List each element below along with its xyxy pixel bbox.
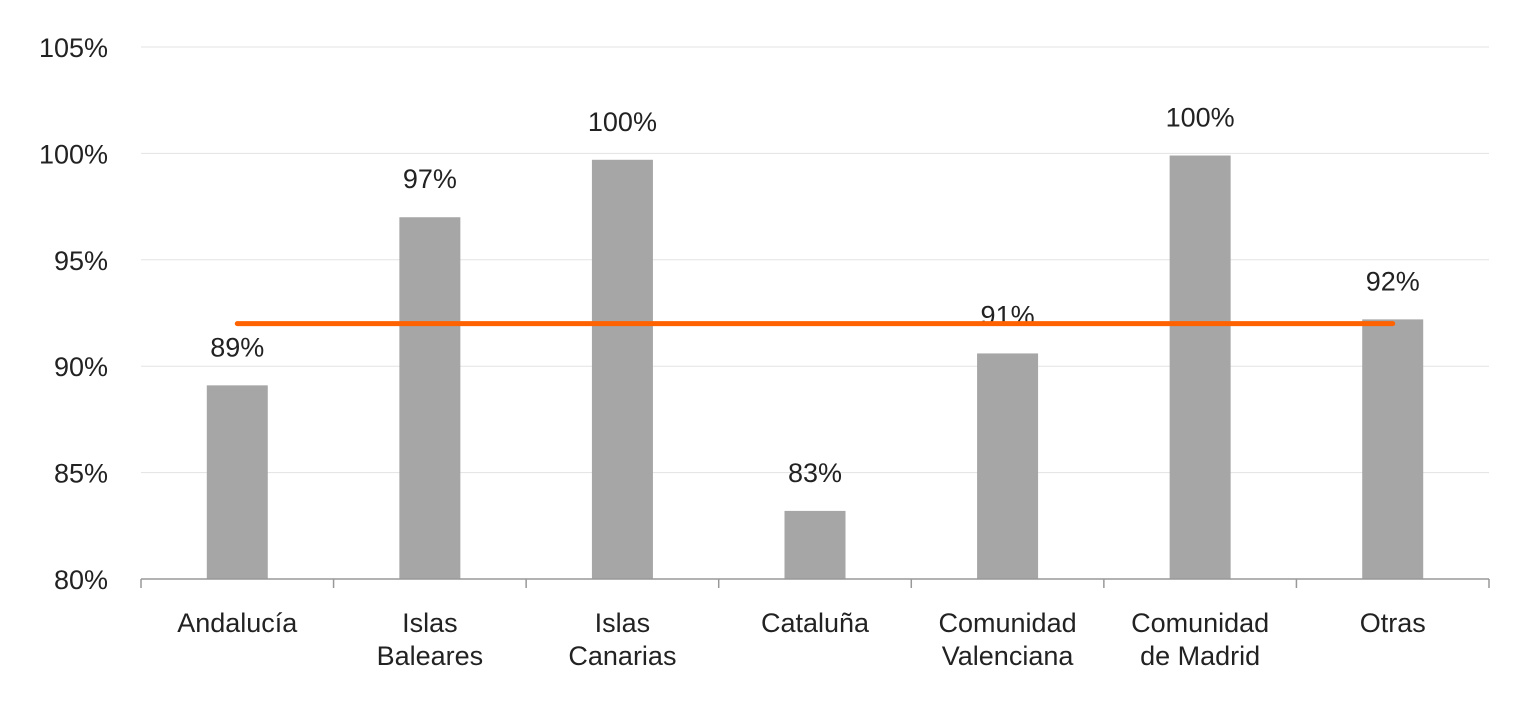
x-tick-label: Cataluña — [761, 608, 870, 638]
y-tick-label: 105% — [39, 33, 108, 63]
bars — [206, 155, 1424, 580]
x-tick-label-line: Valenciana — [942, 641, 1075, 671]
bar — [784, 510, 846, 579]
x-tick-label: Comunidad Valenciana — [939, 608, 1077, 671]
x-tick-label: Otras — [1360, 608, 1426, 638]
x-tick-label-line: Baleares — [377, 641, 484, 671]
data-label: 100% — [588, 107, 657, 137]
x-tick-label-line: Islas — [402, 608, 458, 638]
y-tick-label: 95% — [54, 246, 108, 276]
data-label: 97% — [403, 164, 457, 194]
x-tick-label: Andalucía — [177, 608, 298, 638]
data-label: 100% — [1166, 103, 1235, 133]
gridlines — [141, 46, 1489, 474]
x-tick-label-line: Comunidad — [939, 608, 1077, 638]
x-tick-label-line: Islas — [595, 608, 651, 638]
bar — [1362, 319, 1424, 579]
x-tick-label: Islas Canarias — [568, 608, 676, 671]
data-label: 89% — [210, 332, 264, 362]
y-tick-label: 85% — [54, 459, 108, 489]
x-tick-label-line: Otras — [1360, 608, 1426, 638]
x-tick-label-line: Cataluña — [761, 608, 870, 638]
x-tick-label-line: de Madrid — [1140, 641, 1260, 671]
bar — [591, 159, 653, 579]
bar — [977, 353, 1039, 579]
x-tick-label-line: Andalucía — [177, 608, 298, 638]
bar — [206, 385, 268, 579]
x-tick-label-line: Canarias — [568, 641, 676, 671]
x-tick-label: Islas Baleares — [377, 608, 484, 671]
data-label: 92% — [1366, 266, 1420, 296]
data-labels: 89%97%100%83%91%100%92% — [210, 103, 1419, 488]
x-tick-label-line: Comunidad — [1131, 608, 1269, 638]
y-tick-label: 80% — [54, 565, 108, 595]
y-tick-label: 100% — [39, 139, 108, 169]
x-tick-label: Comunidad de Madrid — [1131, 608, 1269, 671]
bar — [399, 217, 461, 580]
x-axis — [140, 578, 1490, 588]
data-label: 83% — [788, 458, 842, 488]
y-tick-label: 90% — [54, 352, 108, 382]
y-axis-tick-labels: 80% 85% 90% 95% 100% 105% — [39, 33, 108, 595]
bar — [1169, 155, 1231, 579]
